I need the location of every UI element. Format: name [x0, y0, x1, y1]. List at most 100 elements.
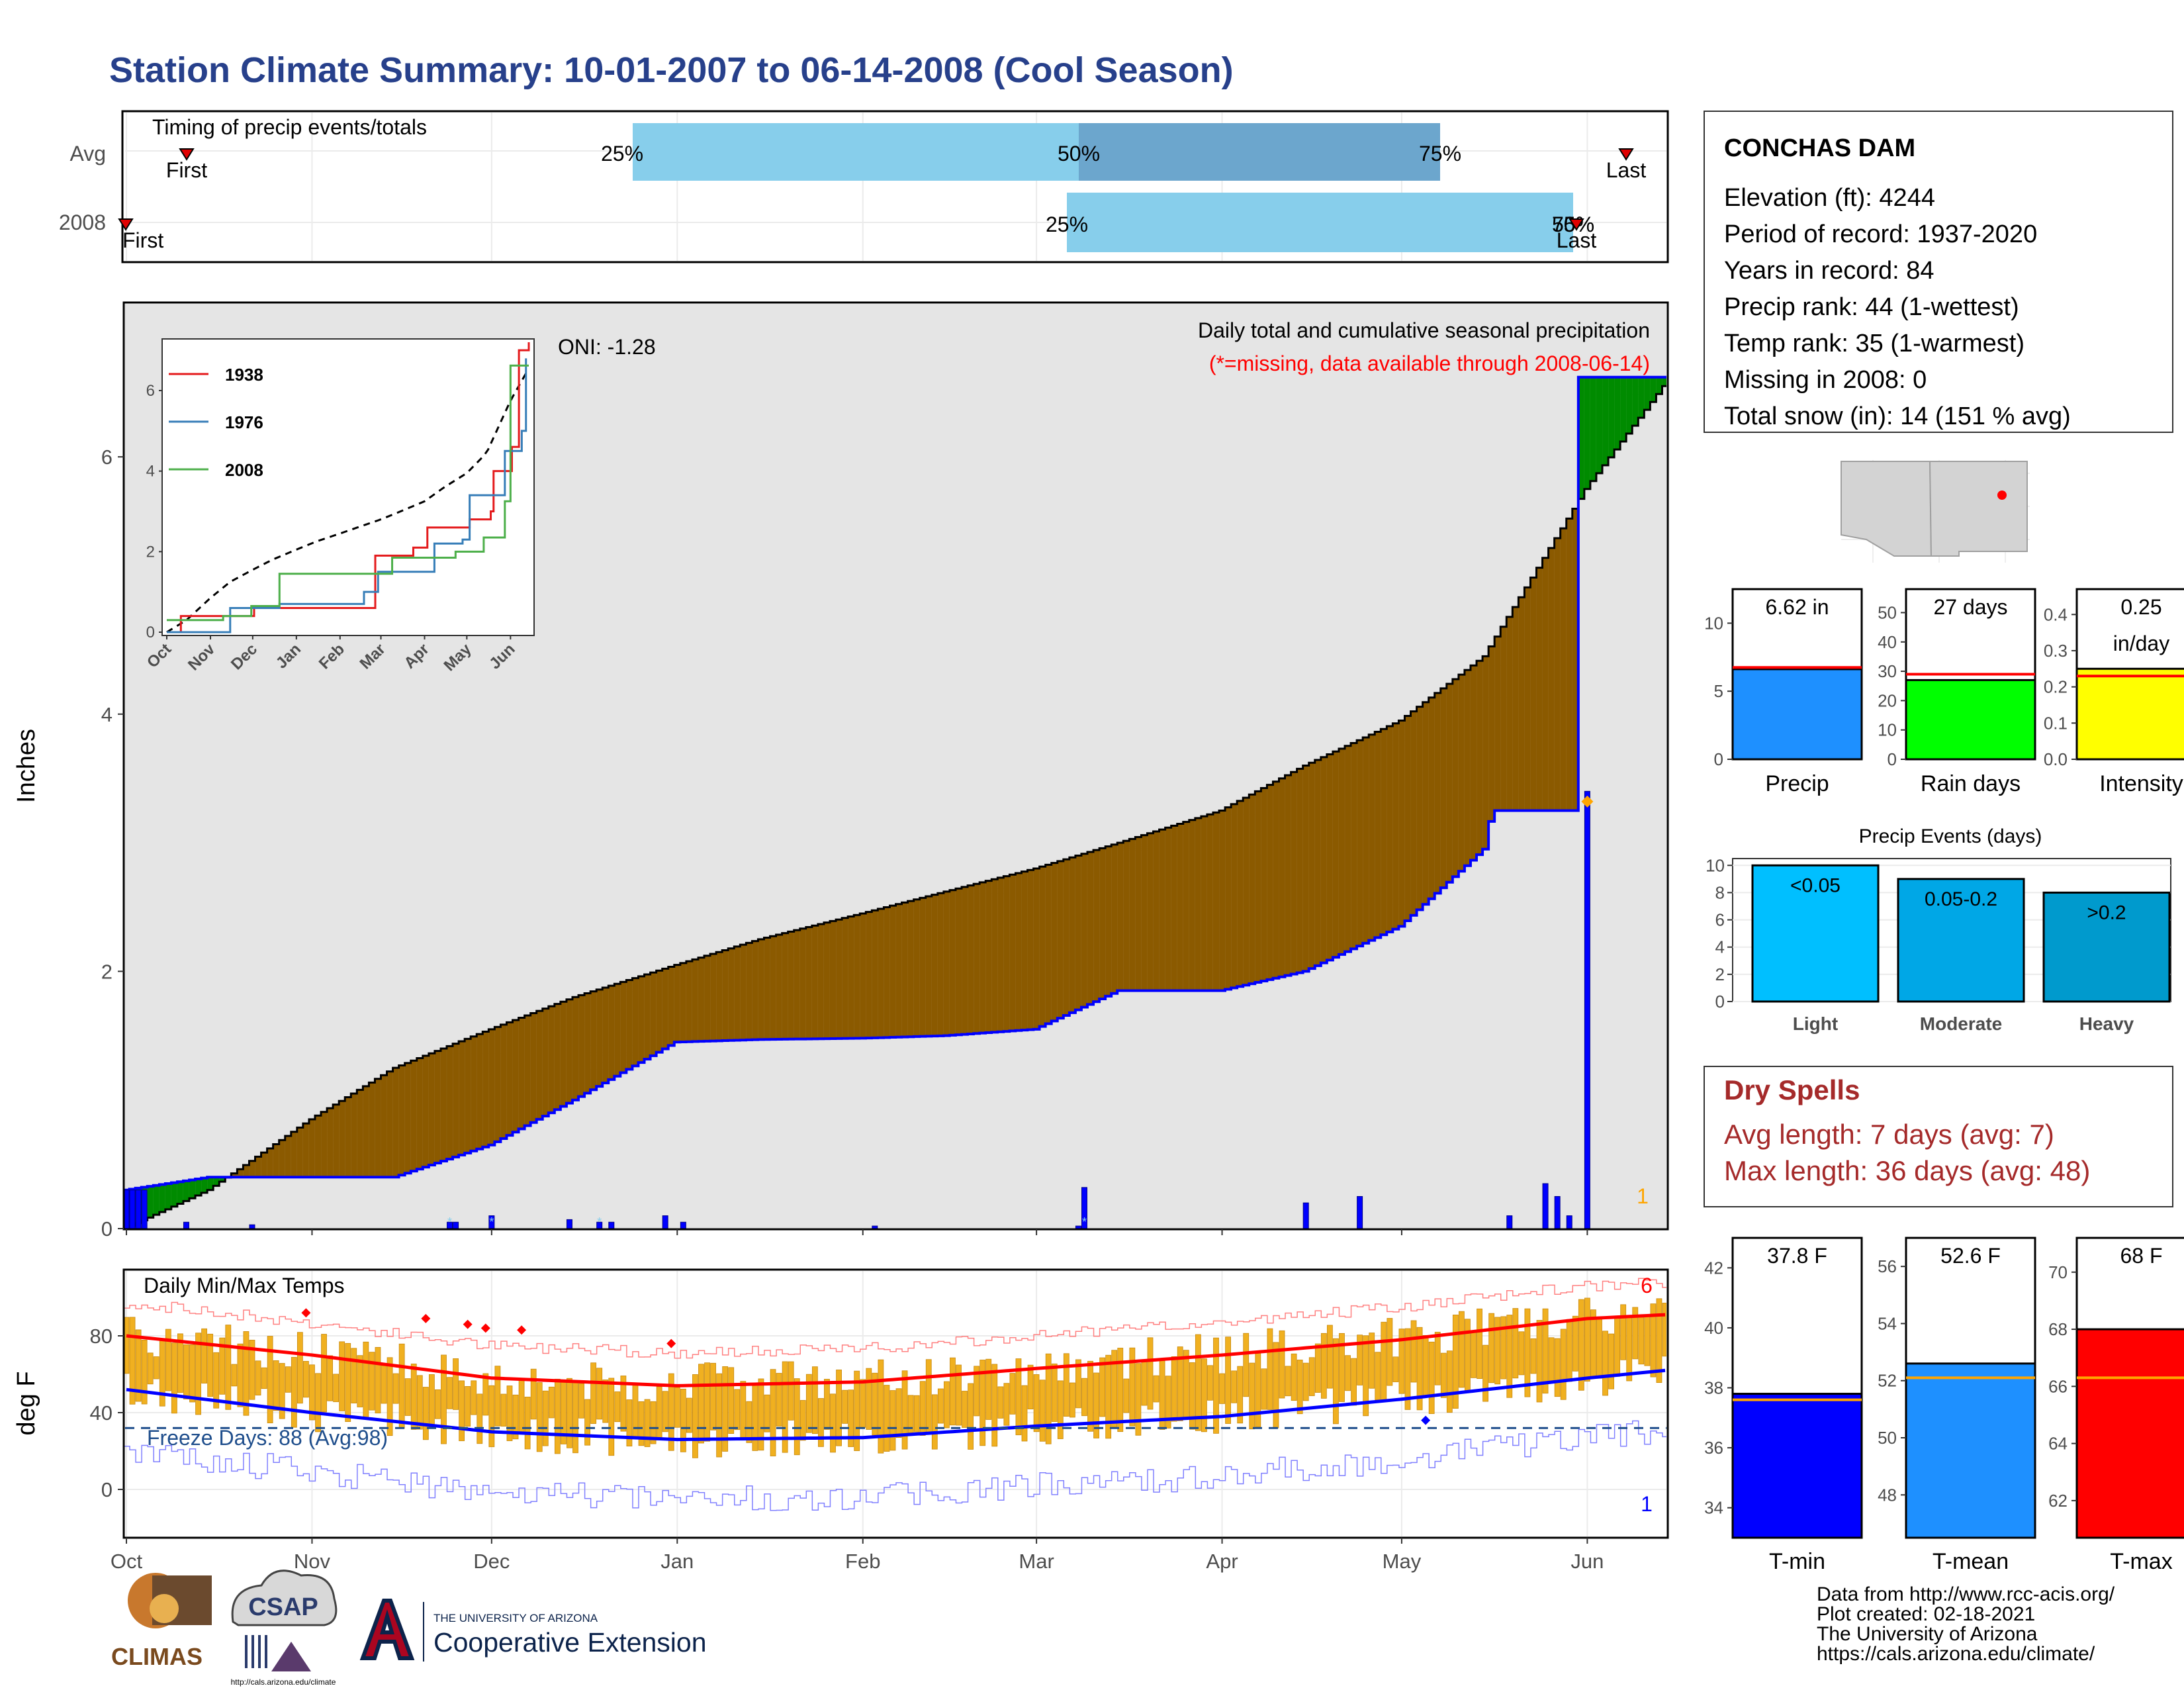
daily-temp-bar — [830, 1393, 836, 1453]
ua-small-text: THE UNIVERSITY OF ARIZONA — [433, 1612, 598, 1624]
daily-temp-bar — [1326, 1325, 1333, 1389]
daily-temp-bar — [770, 1369, 776, 1456]
legend-label-1976: 1976 — [225, 412, 263, 432]
daily-temp-bar — [1351, 1358, 1357, 1406]
dry-spells-panel: Dry Spells Avg length: 7 days (avg: 7) M… — [1704, 1066, 2173, 1207]
daily-temp-bar — [1345, 1355, 1351, 1391]
timing-avg-first-label: First — [166, 158, 207, 182]
daily-temp-bar — [1500, 1316, 1507, 1380]
temp-summary-ytick-label: 66 — [2048, 1376, 2068, 1396]
daily-temp-bar — [1165, 1376, 1171, 1429]
daily-temp-bar — [147, 1352, 154, 1385]
daily-temp-bar — [1596, 1319, 1602, 1379]
daily-temp-bar — [1440, 1352, 1447, 1398]
daily-temp-bar — [1434, 1331, 1441, 1385]
daily-temp-bar — [1369, 1333, 1375, 1389]
summary-ytick-label: 30 — [1878, 661, 1897, 681]
daily-temp-bar — [345, 1342, 351, 1422]
daily-temp-bar — [931, 1394, 938, 1450]
summary-ytick-label: 0 — [1888, 749, 1897, 769]
summary-ytick-label: 0.0 — [2044, 749, 2068, 769]
daily-temp-bar — [237, 1343, 244, 1407]
csap-wordmark: CSAP — [248, 1593, 318, 1621]
inset-ytick-label: 2 — [146, 543, 155, 561]
daily-temp-bar — [626, 1399, 633, 1447]
daily-temp-bar — [1261, 1368, 1267, 1410]
temp-panel-frame — [122, 1268, 1669, 1539]
daily-temp-bar — [1021, 1385, 1028, 1442]
daily-temp-bar — [1009, 1373, 1016, 1415]
daily-temp-bar — [1465, 1319, 1471, 1392]
temp-summary-label: T-max — [2110, 1549, 2172, 1574]
daily-temp-bar — [482, 1373, 489, 1416]
summary-ytick-label: 20 — [1878, 690, 1897, 710]
daily-precip-bar — [566, 1219, 572, 1229]
daily-temp-bar — [1542, 1308, 1549, 1394]
daily-temp-bar — [171, 1342, 177, 1414]
temp-summary-ytick-label: 68 — [2048, 1319, 2068, 1339]
daily-temp-bar — [1471, 1332, 1477, 1378]
precip-peak-marker — [1581, 795, 1594, 808]
summary-label: Intensity — [2099, 771, 2183, 796]
daily-temp-bar — [1141, 1362, 1148, 1406]
inset-ytick-label: 4 — [146, 463, 155, 481]
timing-2008-bar — [1067, 193, 1573, 252]
precip-panel-frame — [122, 301, 1669, 1231]
daily-temp-bar — [962, 1391, 968, 1428]
footer-data-source: Data from http://www.rcc-acis.org/ — [1817, 1583, 2115, 1605]
record-max-line — [124, 1278, 1666, 1359]
daily-temp-bar — [1656, 1298, 1662, 1383]
daily-precip-bar — [129, 1190, 136, 1229]
timing-2008-first-marker — [118, 218, 134, 231]
record-high-marker — [517, 1325, 527, 1335]
inset-ytick-label: 6 — [146, 382, 155, 400]
daily-temp-bar — [1320, 1333, 1327, 1399]
daily-temp-bar — [219, 1337, 226, 1395]
daily-temp-bar — [943, 1381, 950, 1429]
daily-temp-bar — [1291, 1353, 1297, 1401]
temp-corner-bottom: 1 — [1641, 1492, 1653, 1516]
daily-temp-bar — [225, 1325, 232, 1410]
temp-summary-ytick-label: 38 — [1704, 1378, 1723, 1398]
daily-temp-bar — [1494, 1317, 1501, 1385]
daily-temp-bar — [937, 1388, 944, 1424]
daily-temp-bar — [369, 1352, 375, 1411]
daily-temp-bar — [1452, 1314, 1459, 1409]
daily-temp-bar — [614, 1391, 621, 1423]
temp-summary-ytick-label: 52 — [1878, 1371, 1897, 1391]
daily-temp-bar — [177, 1333, 183, 1393]
daily-temp-bar — [799, 1400, 806, 1441]
temp-summary-ytick-label: 36 — [1704, 1438, 1723, 1458]
daily-temp-bar — [1410, 1320, 1417, 1383]
ua-big-text: Cooperative Extension — [433, 1627, 707, 1658]
record-high-marker — [301, 1308, 311, 1318]
events-xtick-label: Light — [1793, 1013, 1838, 1034]
timing-avg-bar-q50-q75 — [1079, 123, 1440, 181]
daily-temp-bar — [872, 1372, 878, 1436]
summary-bar-intensity — [2075, 667, 2184, 761]
daily-temp-bar — [392, 1373, 399, 1404]
summary-label: Precip — [1765, 771, 1829, 796]
daily-temp-bar — [1446, 1350, 1453, 1413]
daily-precip-bar — [183, 1221, 189, 1229]
daily-temp-bar — [1063, 1353, 1069, 1417]
daily-temp-bar — [1459, 1311, 1465, 1388]
daily-temp-bar — [422, 1387, 429, 1440]
dry-spells-max: Max length: 36 days (avg: 48) — [1724, 1155, 2090, 1186]
events-bar-moderate — [1897, 878, 2025, 1003]
daily-temp-bar — [1314, 1343, 1321, 1393]
daily-temp-bar — [919, 1381, 926, 1436]
daily-temp-bar — [567, 1378, 572, 1448]
footer-university: The University of Arizona — [1817, 1623, 2038, 1645]
daily-temp-bar — [1039, 1380, 1046, 1442]
temp-summary-ytick-label: 40 — [1704, 1318, 1723, 1338]
csap-url: http://cals.arizona.edu/climate — [231, 1677, 336, 1687]
daily-temp-bar — [207, 1333, 214, 1397]
daily-temp-bar — [1123, 1378, 1130, 1413]
missing-marker: * — [597, 1215, 602, 1229]
station-line-years: Years in record: 84 — [1724, 257, 1934, 285]
daily-temp-bar — [794, 1378, 800, 1456]
summary-ytick-label: 0 — [1714, 749, 1723, 769]
daily-precip-bar — [141, 1190, 148, 1229]
daily-temp-bar — [381, 1365, 387, 1404]
